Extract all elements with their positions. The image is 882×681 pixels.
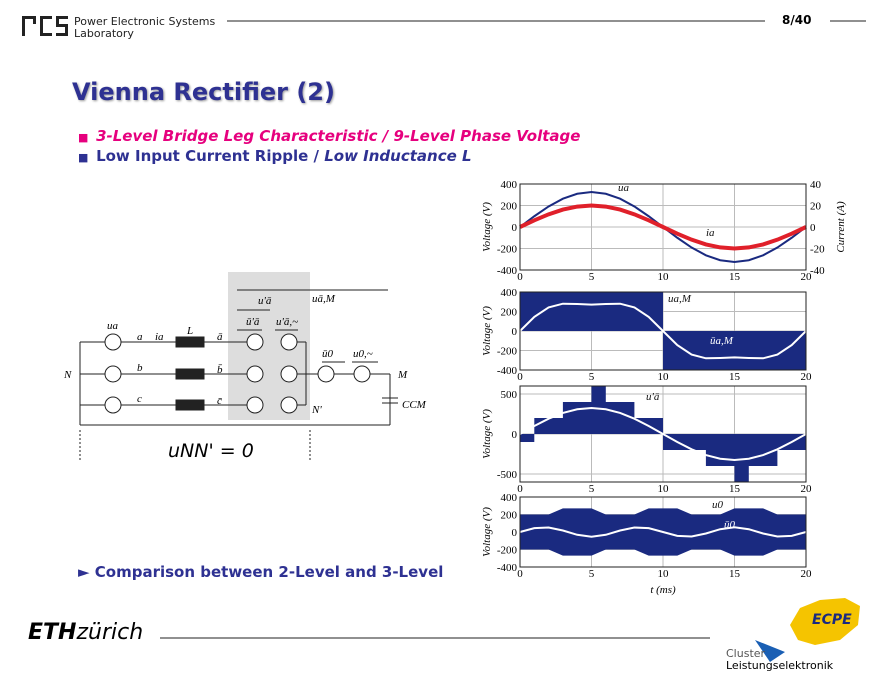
- circuit-label: u'ā: [258, 295, 272, 307]
- bullet: Low Input Current Ripple /: [96, 147, 325, 165]
- cluster: Cluster: [726, 647, 766, 660]
- circuit-label: L: [187, 325, 194, 337]
- circuit-label: N: [64, 369, 72, 381]
- circuit-label: M: [398, 369, 408, 381]
- circuit: [79, 272, 398, 462]
- link[interactable]: Comparison between 2-Level and 3-Level: [94, 563, 444, 581]
- equation: uNN' = 0: [168, 440, 254, 462]
- circuit-label: c: [137, 393, 142, 405]
- cluster: Leistungselektronik: [726, 659, 834, 672]
- slide-title: Vienna Rectifier (2): [72, 78, 335, 106]
- circuit-label: ū'ā: [246, 316, 260, 328]
- circuit-label: u0,~: [353, 348, 373, 360]
- circuit-label: ā: [217, 331, 223, 343]
- ecpe: ECPE: [812, 612, 852, 628]
- circuit-label: ū0: [322, 348, 333, 360]
- bullet-icon: ■: [78, 151, 97, 164]
- circuit-label: N': [312, 404, 322, 416]
- bullet-icon: ■: [78, 131, 97, 144]
- circuit-label: c̄: [217, 395, 222, 407]
- bullet-emphasis: Low Inductance L: [324, 147, 472, 165]
- lab-name: Power Electronic Systems: [74, 15, 216, 28]
- eth: ETH: [28, 620, 77, 645]
- circuit-label: ua: [107, 320, 118, 332]
- circuit-label: uā,M: [312, 293, 335, 305]
- circuit-label: CCM: [402, 399, 426, 411]
- bullet: 3-Level Bridge Leg Characteristic / 9-Le…: [96, 127, 581, 145]
- pes-logo: [22, 16, 68, 36]
- lab-name: Laboratory: [74, 27, 134, 40]
- circuit-label: b̄: [217, 364, 223, 376]
- page-number: 8/40: [782, 13, 812, 27]
- circuit-label: a: [137, 331, 143, 343]
- ecpe-logo: [755, 598, 860, 662]
- circuit-label: u'ā,~: [276, 316, 299, 328]
- circuit-label: ia: [155, 331, 164, 343]
- circuit-label: b: [137, 362, 143, 374]
- zurich: zürich: [76, 620, 144, 645]
- arrow-icon: ►: [78, 563, 95, 581]
